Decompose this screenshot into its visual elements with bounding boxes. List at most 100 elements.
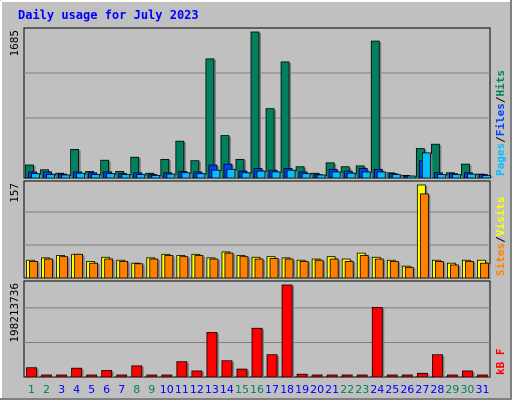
bar-pages-day-5 — [91, 174, 101, 179]
bar-sites-day-11 — [179, 256, 189, 279]
bar-sites-day-19 — [299, 261, 309, 279]
bar-pages-day-22 — [346, 172, 356, 179]
x-tick-label: 6 — [103, 383, 110, 396]
bar-kb-f-day-17 — [266, 354, 278, 378]
bar-kb-f-day-12 — [191, 370, 203, 378]
x-tick-label: 5 — [88, 383, 95, 396]
bar-sites-day-13 — [209, 258, 219, 279]
x-tick-label: 16 — [250, 383, 264, 396]
legend-kb-f: kB F — [494, 349, 507, 376]
y-max-label: 198213736 — [8, 283, 21, 343]
x-tick-label: 27 — [415, 383, 429, 396]
bar-hits-day-17 — [265, 108, 275, 179]
x-tick-label: 17 — [265, 383, 279, 396]
x-tick-label: 19 — [295, 383, 309, 396]
bar-pages-day-19 — [301, 173, 311, 179]
bar-kb-f-day-7 — [116, 374, 128, 378]
x-tick-label: 29 — [445, 383, 459, 396]
bar-sites-day-2 — [44, 258, 53, 279]
bar-kb-f-day-19 — [296, 373, 308, 378]
chart-panels: 1685Pages/Files/Hits157Sites/Visits19821… — [8, 27, 507, 378]
bar-kb-f-day-25 — [386, 374, 398, 378]
bar-kb-f-day-8 — [131, 365, 143, 378]
series-legend: Sites/Visits — [494, 197, 507, 277]
legend-files: Files — [494, 103, 507, 136]
panel-kbytes: 198213736 kB F — [8, 280, 507, 378]
chart-title: Daily usage for July 2023 — [18, 8, 199, 22]
bar-sites-day-26 — [404, 266, 414, 279]
bar-pages-day-4 — [76, 172, 86, 179]
panel-visits-sites: 157 Sites/Visits — [8, 180, 507, 279]
bar-pages-day-25 — [391, 174, 401, 179]
x-tick-label: 4 — [73, 383, 80, 396]
legend-hits: Hits — [494, 70, 507, 97]
x-tick-label: 2 — [43, 383, 50, 396]
legend-separator: / — [494, 236, 507, 243]
bar-sites-day-5 — [89, 262, 99, 279]
bar-kb-f-day-26 — [401, 374, 413, 378]
bar-pages-day-9 — [151, 175, 161, 179]
bar-pages-day-29 — [452, 174, 461, 179]
bar-pages-day-16 — [256, 170, 266, 179]
bar-kb-f-day-2 — [41, 374, 52, 378]
bar-kb-f-day-9 — [146, 374, 158, 378]
bar-hits-day-24 — [370, 40, 380, 179]
x-tick-label: 20 — [310, 383, 324, 396]
bar-pages-day-17 — [271, 171, 281, 179]
bar-pages-day-8 — [136, 174, 146, 179]
x-tick-label: 11 — [175, 383, 189, 396]
bar-kb-f-day-3 — [56, 374, 67, 378]
x-tick-label: 3 — [58, 383, 65, 396]
series-pages — [31, 152, 493, 179]
bar-kb-f-day-1 — [26, 367, 37, 378]
bar-pages-day-6 — [106, 173, 116, 179]
bar-sites-day-7 — [119, 261, 129, 279]
legend-separator: / — [494, 136, 507, 143]
bar-pages-day-13 — [211, 169, 221, 179]
x-tick-label: 7 — [118, 383, 125, 396]
bar-sites-day-9 — [149, 258, 159, 279]
bar-pages-day-3 — [61, 174, 70, 179]
x-tick-label: 18 — [280, 383, 294, 396]
x-tick-label: 30 — [460, 383, 474, 396]
bar-sites-day-17 — [269, 258, 279, 279]
bar-kb-f-day-23 — [356, 374, 368, 378]
x-tick-label: 9 — [148, 383, 155, 396]
series-legend: Pages/Files/Hits — [494, 70, 507, 176]
x-tick-label: 13 — [205, 383, 219, 396]
bar-sites-day-24 — [374, 258, 384, 279]
bar-kb-f-day-13 — [206, 332, 218, 378]
bar-sites-day-1 — [29, 261, 38, 279]
x-tick-label: 24 — [370, 383, 384, 396]
bar-sites-day-12 — [194, 255, 204, 279]
bar-kb-f-day-5 — [86, 374, 98, 378]
bar-hits-day-16 — [250, 31, 260, 179]
x-tick-label: 1 — [28, 383, 35, 396]
bar-sites-day-25 — [389, 261, 399, 279]
bar-pages-day-23 — [361, 171, 371, 179]
bar-kb-f-day-10 — [161, 374, 173, 378]
bar-kb-f-day-21 — [326, 374, 338, 378]
x-tick-label: 14 — [220, 383, 234, 396]
bar-sites-day-30 — [465, 261, 474, 279]
bar-kb-f-day-14 — [221, 360, 233, 378]
bar-sites-day-15 — [239, 256, 249, 279]
bar-sites-day-22 — [344, 261, 354, 279]
bar-pages-day-15 — [241, 172, 251, 179]
legend-separator: / — [494, 96, 507, 103]
x-tick-label: 8 — [133, 383, 140, 396]
x-tick-label: 28 — [430, 383, 444, 396]
bar-kb-f-day-30 — [462, 370, 473, 378]
bar-sites-day-10 — [164, 255, 174, 279]
bar-pages-day-10 — [166, 173, 176, 179]
bar-pages-day-21 — [331, 171, 341, 179]
bar-kb-f-day-22 — [341, 374, 353, 378]
bar-kb-f-day-24 — [371, 306, 383, 378]
bar-kb-f-day-31 — [477, 374, 488, 378]
bar-kb-f-day-29 — [447, 374, 458, 378]
bar-kb-f-day-4 — [71, 367, 83, 378]
legend-visits: Visits — [494, 197, 507, 237]
x-tick-label: 26 — [400, 383, 414, 396]
